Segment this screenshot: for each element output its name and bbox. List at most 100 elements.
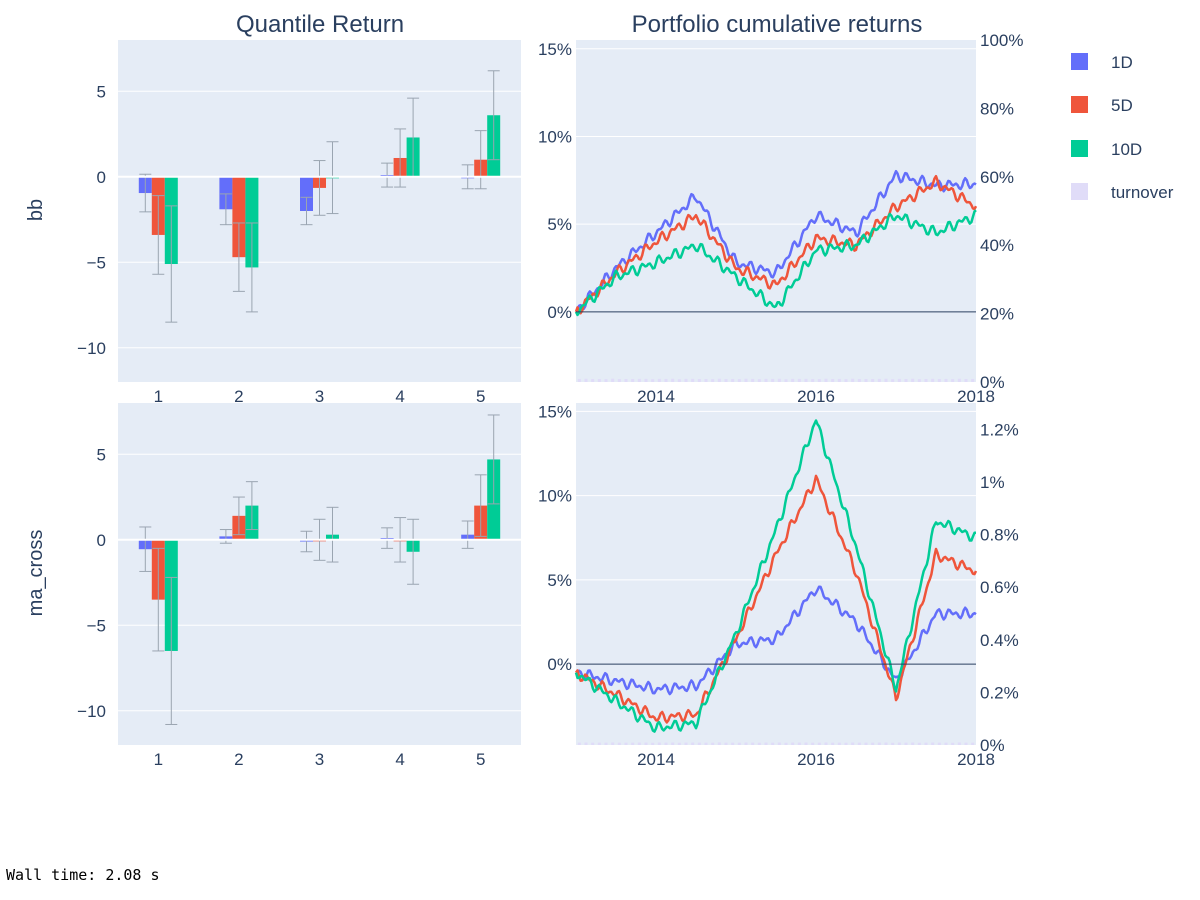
y-tick-label: 0 (97, 168, 106, 187)
turnover-bar (631, 379, 635, 382)
turnover-bar (971, 742, 975, 745)
turnover-bar (684, 742, 688, 745)
x-tick-label: 2018 (957, 750, 995, 769)
turnover-bar (684, 378, 688, 382)
turnover-bar (897, 378, 901, 382)
turnover-bar (844, 742, 848, 745)
x-tick-label: 5 (476, 387, 485, 406)
turnover-bar (944, 378, 948, 382)
turnover-bar (877, 742, 881, 745)
legend-label-10d: 10D (1111, 140, 1142, 159)
turnover-bar (771, 742, 775, 745)
turnover-bar (577, 378, 581, 382)
row-label-bb: bb (25, 199, 47, 221)
y2-tick-label: 60% (980, 168, 1014, 187)
turnover-bar (864, 379, 868, 382)
x-tick-label: 2014 (637, 750, 675, 769)
turnover-bar (597, 378, 601, 382)
legend-label-5d: 5D (1111, 96, 1133, 115)
y-tick-label: 0 (97, 531, 106, 550)
legend-item-1d[interactable]: 1D (1071, 53, 1133, 72)
turnover-bar (964, 742, 968, 745)
y2-tick-label: 1.2% (980, 420, 1019, 439)
x-tick-label: 4 (395, 750, 404, 769)
portfolio-returns-title: Portfolio cumulative returns (632, 11, 923, 38)
legend-swatch-5d (1071, 96, 1088, 113)
legend-swatch-1d (1071, 53, 1088, 70)
x-tick-label: 2018 (957, 387, 995, 406)
turnover-bar (751, 742, 755, 745)
turnover-bar (671, 378, 675, 382)
turnover-bar (891, 379, 895, 382)
y2-tick-label: 0.8% (980, 526, 1019, 545)
turnover-bar (864, 742, 868, 745)
turnover-bar (604, 742, 608, 745)
turnover-bar (764, 378, 768, 382)
turnover-bar (637, 378, 641, 382)
turnover-bar (964, 378, 968, 382)
turnover-bar (937, 378, 941, 382)
turnover-bar (657, 378, 661, 382)
turnover-bar (777, 742, 781, 745)
turnover-bar (824, 378, 828, 382)
quantile-return-title: Quantile Return (236, 11, 404, 38)
series-line-10d (574, 419, 976, 733)
row-label-ma-cross: ma_cross (25, 530, 47, 617)
turnover-bar (831, 379, 835, 382)
turnover-bar (697, 378, 701, 382)
turnover-bar (617, 379, 621, 382)
turnover-bar (751, 378, 755, 382)
turnover-bar (664, 378, 668, 382)
turnover-bar (617, 742, 621, 745)
turnover-bar (731, 378, 735, 382)
turnover-bar (584, 742, 588, 745)
y-tick-label: 10% (538, 487, 572, 506)
legend-item-5d[interactable]: 5D (1071, 96, 1133, 115)
legend-item-turnover[interactable]: turnover (1071, 183, 1174, 202)
legend-label-turnover: turnover (1111, 183, 1174, 202)
turnover-bar (804, 378, 808, 382)
bar-10d (245, 176, 259, 268)
turnover-bar (624, 742, 628, 745)
turnover-bar (897, 742, 901, 745)
turnover-bar (944, 742, 948, 745)
turnover-bar (717, 742, 721, 745)
y-tick-label: 5 (97, 82, 106, 101)
y-tick-label: 0% (547, 303, 572, 322)
turnover-bar (904, 742, 908, 745)
turnover-bar (931, 378, 935, 382)
turnover-bar (951, 742, 955, 745)
turnover-bar (871, 378, 875, 382)
turnover-bar (971, 378, 975, 382)
turnover-bar (957, 378, 961, 382)
x-tick-label: 2 (234, 750, 243, 769)
turnover-bar (697, 742, 701, 745)
turnover-bar (677, 742, 681, 745)
turnover-bar (644, 378, 648, 382)
turnover-bar (884, 742, 888, 745)
y2-tick-label: 0.2% (980, 683, 1019, 702)
turnover-bar (777, 378, 781, 382)
x-tick-label: 2016 (797, 750, 835, 769)
legend-item-10d[interactable]: 10D (1071, 140, 1142, 159)
portfolio-line-panel-ma-cross: 0% 5% 10% 15% 0% 0.2% 0.4% 0.6% 0.8% 1% 1.2% 2014 20… (538, 402, 1019, 769)
turnover-bar (657, 742, 661, 745)
plot-background (576, 40, 976, 382)
turnover-bar (844, 379, 848, 382)
legend: 1D 5D 10D turnover (1071, 53, 1174, 202)
y-tick-label: 5% (547, 571, 572, 590)
turnover-bar (611, 378, 615, 382)
y2-tick-label: 0.4% (980, 631, 1019, 650)
x-tick-label: 5 (476, 750, 485, 769)
turnover-bar (744, 378, 748, 382)
turnover-bar (631, 742, 635, 745)
y-tick-label: 15% (538, 402, 572, 421)
turnover-bar (911, 378, 915, 382)
turnover-bar (817, 742, 821, 745)
turnover-bar (744, 742, 748, 745)
turnover-bar (817, 379, 821, 382)
turnover-bar (577, 742, 581, 745)
turnover-bar (691, 742, 695, 745)
quantile-bar-panel-ma-cross: −10 −5 0 5 1 2 3 4 5 (77, 403, 521, 769)
